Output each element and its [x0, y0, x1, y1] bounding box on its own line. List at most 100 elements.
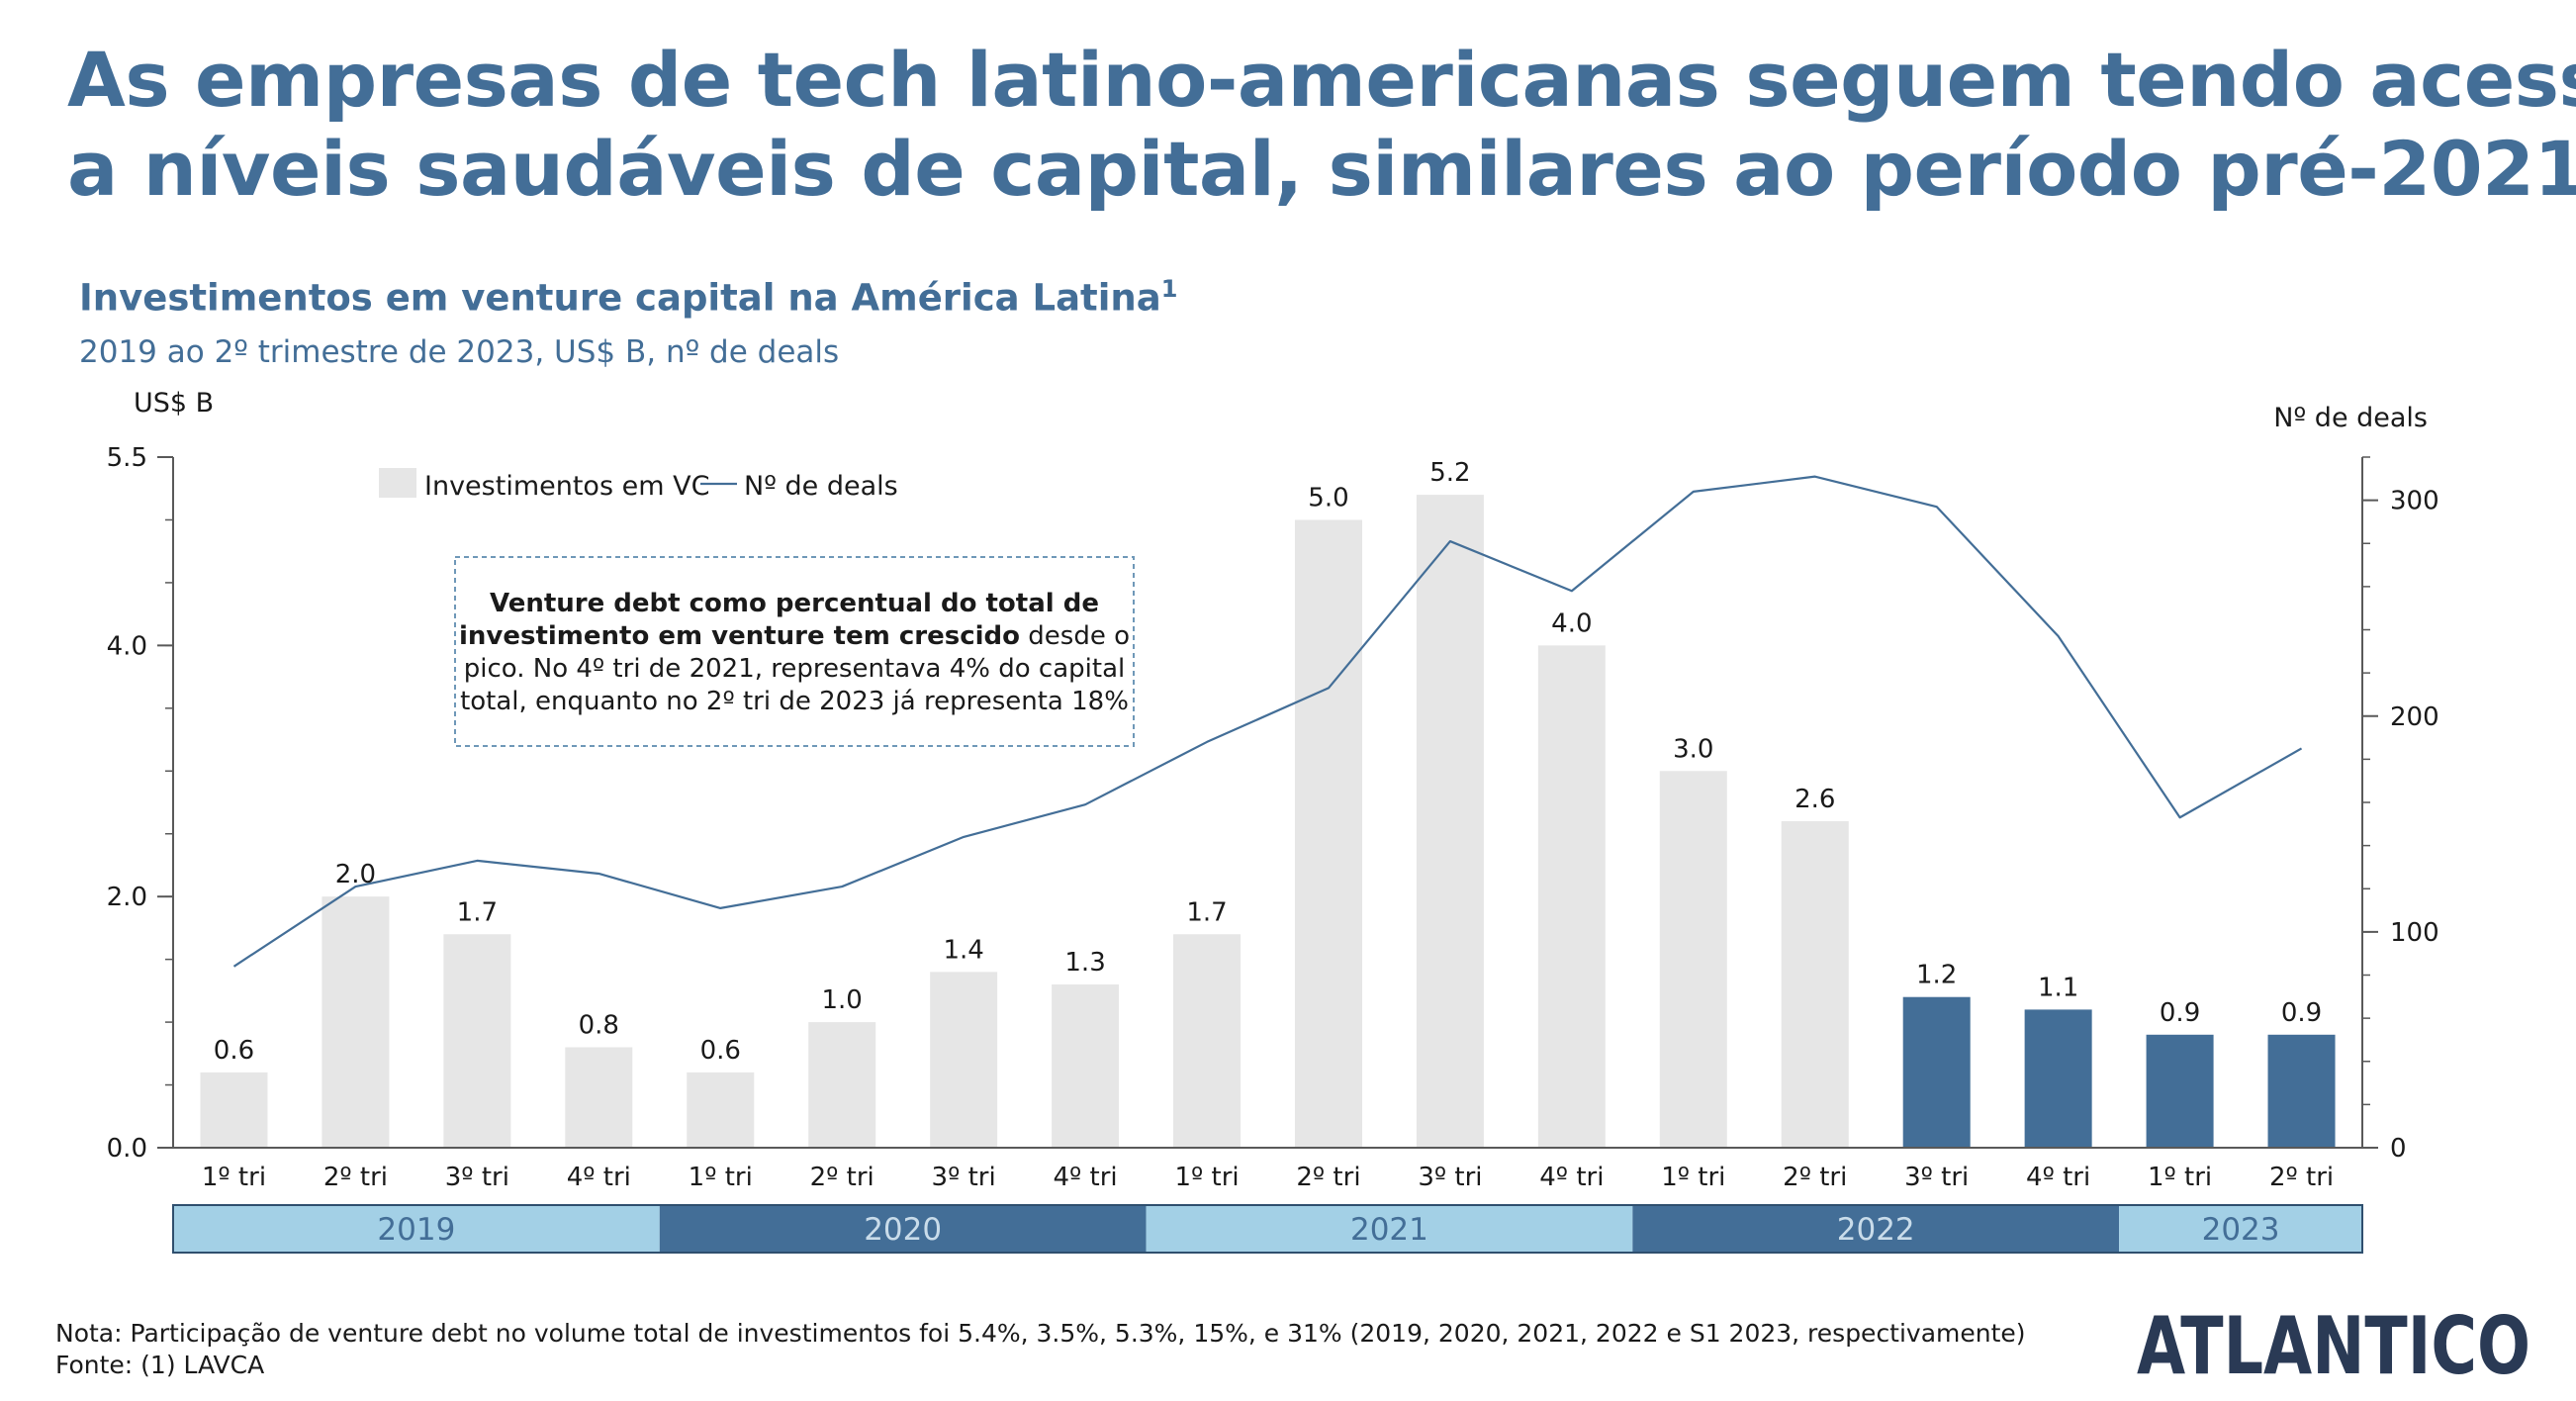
x-tick-label: 1º tri	[2148, 1163, 2212, 1192]
x-tick-label: 1º tri	[202, 1163, 266, 1192]
year-label: 2021	[1350, 1212, 1428, 1248]
bar	[930, 972, 998, 1148]
logo-text: ATLANTICO	[2137, 1308, 2530, 1383]
footnote-marker: 1	[1160, 275, 1178, 303]
bar-value-label: 1.4	[943, 935, 983, 965]
bar-value-label: 5.0	[1308, 483, 1348, 513]
x-tick-label: 1º tri	[689, 1163, 753, 1192]
x-tick-label: 4º tri	[2026, 1163, 2090, 1192]
x-tick-label: 3º tri	[445, 1163, 509, 1192]
callout-regular-text: pico. No 4º tri de 2021, representava 4%…	[464, 654, 1125, 684]
source-text: Fonte: (1) LAVCA	[55, 1351, 265, 1379]
x-tick-label: 1º tri	[1661, 1163, 1725, 1192]
legend-bar-label: Investimentos em VC	[424, 471, 709, 502]
bar	[1052, 984, 1120, 1148]
bar-value-label: 1.2	[1916, 961, 1957, 990]
bar	[1173, 934, 1242, 1148]
bar	[808, 1022, 876, 1148]
headline-line-1: As empresas de tech latino-americanas se…	[67, 36, 2576, 124]
year-band-segment	[2119, 1205, 2362, 1253]
footnotes: Nota: Participação de venture debt no vo…	[55, 1318, 2026, 1381]
callout-regular-text: total, enquanto no 2º tri de 2023 já rep…	[460, 687, 1129, 716]
chart-title: Investimentos em venture capital na Amér…	[79, 275, 1177, 319]
callout-bold-text: investimento em venture tem crescido	[459, 621, 1020, 651]
bar-value-label: 0.6	[214, 1036, 254, 1066]
bar-value-label: 5.2	[1429, 458, 1470, 488]
legend-line-label: Nº de deals	[744, 471, 898, 502]
x-tick-label: 4º tri	[1053, 1163, 1117, 1192]
bar	[2024, 1009, 2092, 1148]
callout-regular-text: desde o	[1020, 621, 1130, 651]
bar-value-label: 0.9	[2281, 998, 2322, 1028]
left-axis-label: US$ B	[134, 388, 214, 419]
x-tick-label: 2º tri	[1296, 1163, 1360, 1192]
x-tick-label: 3º tri	[932, 1163, 996, 1192]
bar	[1659, 771, 1727, 1148]
x-tick-label: 2º tri	[2269, 1163, 2334, 1192]
right-tick-label: 200	[2390, 702, 2439, 732]
callout-line: total, enquanto no 2º tri de 2023 já rep…	[460, 687, 1129, 716]
bar	[200, 1072, 268, 1148]
bar	[2146, 1034, 2214, 1148]
left-tick-label: 4.0	[107, 631, 147, 661]
year-band-border	[172, 1204, 2363, 1254]
headline: As empresas de tech latino-americanas se…	[67, 36, 2576, 214]
bar-value-label: 1.3	[1064, 948, 1105, 978]
callout-line: investimento em venture tem crescido des…	[459, 621, 1130, 651]
bar	[443, 934, 511, 1148]
bar-value-label: 0.9	[2160, 998, 2200, 1028]
year-label: 2019	[377, 1212, 455, 1248]
callout-bold-text: Venture debt como percentual do total de	[490, 589, 1099, 618]
bar	[1902, 996, 1971, 1148]
year-label: 2022	[1837, 1212, 1915, 1248]
bar-value-label: 1.0	[822, 985, 863, 1015]
x-tick-label: 4º tri	[567, 1163, 631, 1192]
left-tick-label: 5.5	[107, 443, 147, 473]
callout-line: Venture debt como percentual do total de	[490, 589, 1099, 618]
bar	[687, 1072, 755, 1148]
bar-value-label: 1.1	[2038, 973, 2078, 1002]
year-band-segment	[173, 1205, 660, 1253]
right-tick-label: 0	[2390, 1134, 2407, 1164]
year-label: 2020	[864, 1212, 942, 1248]
bar	[322, 896, 390, 1148]
bar-value-label: 1.7	[457, 897, 498, 927]
deals-line	[232, 475, 2303, 968]
bar	[1781, 821, 1849, 1148]
right-tick-label: 300	[2390, 487, 2439, 516]
year-band-segment	[1146, 1205, 1633, 1253]
x-tick-label: 2º tri	[1783, 1163, 1847, 1192]
bar-value-label: 4.0	[1551, 608, 1592, 638]
bar	[1537, 645, 1606, 1148]
bar-value-label: 0.6	[700, 1036, 741, 1066]
chart-title-text: Investimentos em venture capital na Amér…	[79, 276, 1161, 320]
atlantico-logo: ATLANTICO	[2137, 1308, 2530, 1383]
x-tick-label: 3º tri	[1904, 1163, 1969, 1192]
x-tick-label: 1º tri	[1174, 1163, 1239, 1192]
year-band-segment	[659, 1205, 1147, 1253]
right-axis-label: Nº de deals	[2273, 403, 2428, 433]
legend-bar-swatch	[379, 468, 416, 498]
bar-value-label: 0.8	[579, 1010, 619, 1040]
note-text: Nota: Participação de venture debt no vo…	[55, 1319, 2026, 1348]
left-tick-label: 2.0	[107, 883, 147, 912]
left-tick-label: 0.0	[107, 1134, 147, 1164]
right-tick-label: 100	[2390, 918, 2439, 948]
bar-value-label: 2.6	[1794, 785, 1835, 814]
x-tick-label: 3º tri	[1418, 1163, 1482, 1192]
bar	[2267, 1034, 2336, 1148]
year-band-segment	[1632, 1205, 2120, 1253]
bar	[1294, 519, 1362, 1148]
callout-box	[454, 556, 1135, 747]
bar	[1416, 495, 1484, 1148]
bar	[565, 1047, 633, 1148]
x-tick-label: 2º tri	[810, 1163, 874, 1192]
headline-line-2: a níveis saudáveis de capital, similares…	[67, 125, 2576, 213]
chart-subtitle: 2019 ao 2º trimestre de 2023, US$ B, nº …	[79, 334, 840, 370]
callout-line: pico. No 4º tri de 2021, representava 4%…	[464, 654, 1125, 684]
x-tick-label: 2º tri	[323, 1163, 388, 1192]
year-label: 2023	[2202, 1212, 2280, 1248]
x-tick-label: 4º tri	[1539, 1163, 1604, 1192]
bar-value-label: 1.7	[1186, 897, 1227, 927]
